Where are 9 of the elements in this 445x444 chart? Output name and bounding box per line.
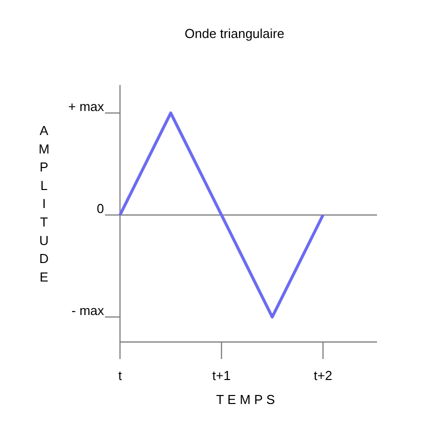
text: 0 bbox=[96, 201, 104, 216]
text: + max bbox=[68, 99, 104, 114]
text: - max bbox=[72, 303, 104, 318]
x-tick-label: t+2 bbox=[314, 368, 332, 383]
text: AMPLITUDE bbox=[38, 123, 50, 284]
x-tick-label: t+1 bbox=[212, 368, 231, 383]
chart-title: Onde triangulaire bbox=[184, 26, 284, 41]
x-axis-title: T E M P S bbox=[216, 392, 276, 407]
x-tick-label: t bbox=[118, 368, 122, 383]
